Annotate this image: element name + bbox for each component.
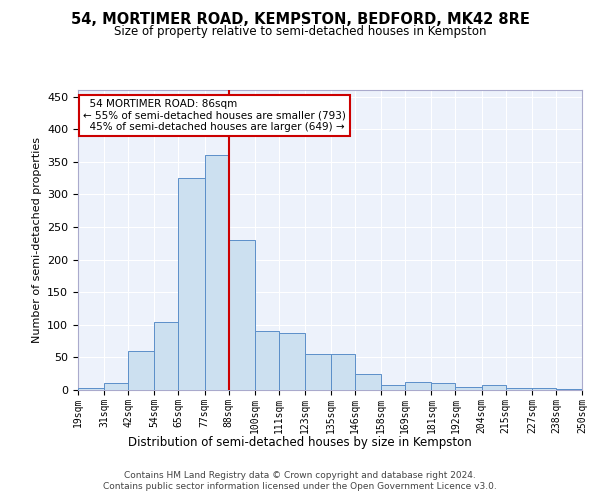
- Bar: [255, 332, 279, 390]
- Bar: [78, 388, 104, 390]
- Bar: [405, 382, 431, 390]
- Bar: [355, 374, 381, 390]
- Bar: [104, 384, 128, 390]
- Bar: [279, 332, 305, 390]
- Text: Size of property relative to semi-detached houses in Kempston: Size of property relative to semi-detach…: [114, 25, 486, 38]
- Bar: [381, 385, 405, 390]
- Bar: [455, 386, 482, 390]
- Bar: [482, 386, 506, 390]
- Text: Distribution of semi-detached houses by size in Kempston: Distribution of semi-detached houses by …: [128, 436, 472, 449]
- Y-axis label: Number of semi-detached properties: Number of semi-detached properties: [32, 137, 41, 343]
- Text: 54, MORTIMER ROAD, KEMPSTON, BEDFORD, MK42 8RE: 54, MORTIMER ROAD, KEMPSTON, BEDFORD, MK…: [71, 12, 529, 28]
- Text: Contains public sector information licensed under the Open Government Licence v3: Contains public sector information licen…: [103, 482, 497, 491]
- Bar: [305, 354, 331, 390]
- Bar: [178, 178, 205, 390]
- Bar: [154, 322, 178, 390]
- Bar: [331, 354, 355, 390]
- Bar: [205, 155, 229, 390]
- Bar: [431, 384, 455, 390]
- Bar: [128, 351, 154, 390]
- Text: Contains HM Land Registry data © Crown copyright and database right 2024.: Contains HM Land Registry data © Crown c…: [124, 471, 476, 480]
- Bar: [532, 388, 556, 390]
- Bar: [506, 388, 532, 390]
- Bar: [229, 240, 255, 390]
- Text: 54 MORTIMER ROAD: 86sqm
← 55% of semi-detached houses are smaller (793)
  45% of: 54 MORTIMER ROAD: 86sqm ← 55% of semi-de…: [83, 99, 346, 132]
